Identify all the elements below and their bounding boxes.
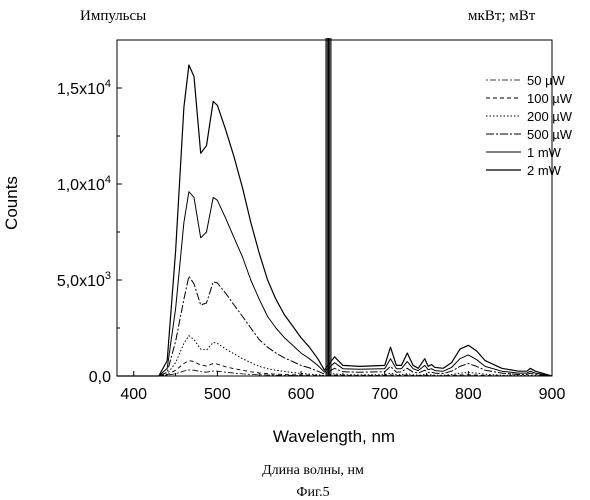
y-axis-title: Counts	[2, 176, 21, 230]
y-tick-label: 1,0x104	[57, 174, 111, 194]
legend-label: 2 mW	[527, 163, 562, 178]
legend-label: 1 mW	[527, 145, 562, 160]
caption-wavelength: Длина волны, нм	[262, 463, 364, 478]
y-tick-mantissa: 5,0x10	[57, 273, 105, 290]
legend-label: 100 µW	[527, 91, 573, 106]
plot-frame	[117, 40, 552, 376]
power-unit-label: мкВт; мВт	[468, 8, 536, 24]
y-tick-mantissa: 0,0	[89, 369, 111, 386]
x-tick-label: 800	[455, 386, 482, 403]
x-axis-title: Wavelength, nm	[273, 427, 395, 446]
x-tick-label: 400	[120, 386, 147, 403]
x-tick-label: 900	[539, 386, 566, 403]
series-line	[117, 336, 552, 376]
y-tick-mantissa: 1,5x10	[57, 81, 105, 98]
y-tick-exponent: 4	[105, 174, 111, 186]
laser-line-layer	[326, 38, 331, 376]
legend-label: 50 µW	[527, 73, 566, 88]
series-line	[117, 192, 552, 376]
y-tick-label: 0,0	[89, 369, 111, 386]
x-tick-label: 500	[204, 386, 231, 403]
y-tick-exponent: 3	[105, 270, 111, 282]
y-tick-mantissa: 1,0x10	[57, 177, 105, 194]
x-tick-label: 700	[371, 386, 398, 403]
x-tick-label: 600	[288, 386, 315, 403]
y-tick-label: 1,5x104	[57, 78, 111, 98]
legend-label: 500 µW	[527, 127, 573, 142]
legend: 50 µW 100 µW 200 µW 500 µW 1 mW 2 mW	[486, 73, 573, 178]
y-tick-label: 5,0x103	[57, 270, 111, 290]
figure-caption: Фиг.5	[296, 485, 329, 500]
series-layer	[117, 65, 552, 376]
tick-group: 4005006007008009000,05,0x1031,0x1041,5x1…	[57, 78, 566, 403]
series-line	[117, 65, 552, 376]
legend-label: 200 µW	[527, 109, 573, 124]
counts-unit-label: Импульсы	[80, 8, 146, 24]
y-tick-exponent: 4	[105, 78, 111, 90]
